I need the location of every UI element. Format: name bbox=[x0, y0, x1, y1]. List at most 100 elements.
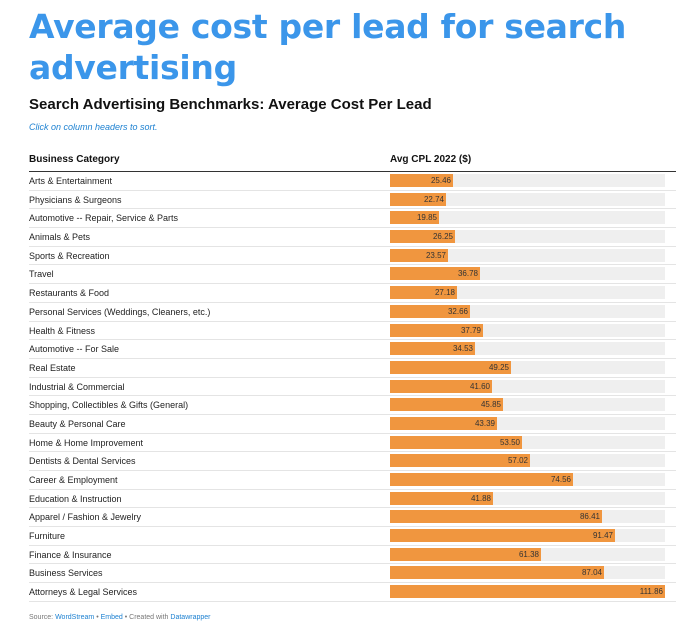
footer-source-label: Source: bbox=[29, 614, 54, 621]
table-row: Restaurants & Food 27.18 bbox=[29, 284, 676, 303]
table-row: Automotive -- Repair, Service & Parts 19.… bbox=[29, 209, 676, 229]
footer-tool-link[interactable]: Datawrapper bbox=[170, 614, 211, 621]
table-row: Attorneys & Legal Services 111.86 bbox=[29, 583, 676, 602]
category-label: Animals & Pets bbox=[29, 232, 91, 243]
value-bar bbox=[390, 416, 497, 430]
value-bar bbox=[390, 192, 446, 206]
category-label: Automotive -- Repair, Service & Parts bbox=[29, 213, 179, 224]
category-label: Home & Home Improvement bbox=[29, 437, 144, 448]
value-bar bbox=[390, 174, 453, 187]
bar-track: 74.56 bbox=[390, 473, 665, 486]
value-bar bbox=[390, 473, 573, 486]
value-label: 26.25 bbox=[432, 232, 453, 242]
category-label: Beauty & Personal Care bbox=[29, 418, 126, 429]
value-label: 41.60 bbox=[469, 381, 490, 391]
bar-track: 36.78 bbox=[390, 267, 665, 281]
value-bar bbox=[390, 360, 511, 374]
bar-track: 57.02 bbox=[390, 454, 665, 468]
value-bar bbox=[390, 547, 541, 561]
bar-track: 34.53 bbox=[390, 342, 665, 356]
value-bar bbox=[390, 304, 470, 318]
column-header-avg-cpl[interactable]: Avg CPL 2022 ($) bbox=[390, 154, 472, 165]
value-bar bbox=[390, 267, 480, 281]
table-row: Real Estate 49.25 bbox=[29, 359, 676, 378]
value-label: 87.04 bbox=[581, 568, 602, 578]
category-label: Arts & Entertainment bbox=[29, 176, 113, 186]
value-bar bbox=[390, 230, 455, 244]
value-bar bbox=[390, 435, 522, 449]
table-row: Business Services 87.04 bbox=[29, 564, 676, 584]
table-row: Education & Instruction 41.88 bbox=[29, 490, 676, 509]
category-label: Automotive -- For Sale bbox=[29, 344, 120, 355]
value-label: 57.02 bbox=[507, 456, 528, 466]
value-label: 49.25 bbox=[488, 362, 509, 372]
table-header: Business Category Avg CPL 2022 ($) bbox=[29, 154, 676, 172]
footer: Source: WordStream • Embed • Created wit… bbox=[29, 614, 210, 621]
value-label: 32.66 bbox=[447, 306, 468, 316]
table-row: Beauty & Personal Care 43.39 bbox=[29, 415, 676, 434]
category-label: Finance & Insurance bbox=[29, 549, 112, 560]
footer-separator: • bbox=[96, 614, 99, 621]
bar-track: 25.46 bbox=[390, 174, 665, 187]
value-bar bbox=[390, 529, 615, 543]
category-label: Education & Instruction bbox=[29, 493, 122, 504]
table-row: Automotive -- For Sale 34.53 bbox=[29, 340, 676, 359]
bar-track: 49.25 bbox=[390, 360, 665, 374]
bar-track: 45.85 bbox=[390, 398, 665, 412]
bar-track: 91.47 bbox=[390, 529, 665, 543]
footer-embed-link[interactable]: Embed bbox=[100, 614, 123, 621]
page-headline: Average cost per lead for search adverti… bbox=[29, 7, 627, 87]
footer-separator: • bbox=[124, 614, 128, 621]
value-label: 111.86 bbox=[639, 587, 663, 597]
table-row: Arts & Entertainment 25.46 bbox=[29, 172, 676, 191]
value-label: 41.88 bbox=[470, 493, 491, 503]
value-bar bbox=[390, 491, 493, 505]
value-label: 36.78 bbox=[457, 269, 478, 279]
bar-track: 53.50 bbox=[390, 435, 665, 449]
table-row: Finance & Insurance 61.38 bbox=[29, 546, 676, 565]
bar-track: 87.04 bbox=[390, 566, 665, 580]
bar-track: 41.88 bbox=[390, 491, 665, 505]
category-label: Dentists & Dental Services bbox=[29, 456, 136, 467]
category-label: Business Services bbox=[29, 568, 103, 579]
category-label: Restaurants & Food bbox=[29, 288, 110, 299]
category-label: Furniture bbox=[29, 531, 66, 542]
bar-track: 86.41 bbox=[390, 510, 665, 524]
column-header-category[interactable]: Business Category bbox=[29, 154, 120, 165]
table-row: Dentists & Dental Services 57.02 bbox=[29, 452, 676, 471]
category-label: Shopping, Collectibles & Gifts (General) bbox=[29, 400, 189, 411]
value-bar bbox=[390, 566, 604, 580]
value-bar bbox=[390, 585, 665, 599]
bar-track: 111.86 bbox=[390, 585, 665, 599]
table-row: Physicians & Surgeons 22.74 bbox=[29, 191, 676, 210]
table-row: Sports & Recreation 23.57 bbox=[29, 247, 676, 266]
value-label: 22.74 bbox=[423, 194, 444, 204]
chart-title: Search Advertising Benchmarks: Average C… bbox=[29, 96, 432, 113]
value-label: 25.46 bbox=[430, 176, 451, 185]
table-row: Industrial & Commercial 41.60 bbox=[29, 378, 676, 397]
bar-track: 41.60 bbox=[390, 379, 665, 393]
table-row: Career & Employment 74.56 bbox=[29, 471, 676, 490]
value-label: 45.85 bbox=[480, 400, 501, 410]
value-label: 23.57 bbox=[425, 250, 446, 260]
value-label: 74.56 bbox=[550, 475, 571, 484]
value-label: 61.38 bbox=[518, 549, 539, 559]
value-label: 34.53 bbox=[452, 344, 473, 354]
category-label: Travel bbox=[29, 269, 54, 280]
value-bar bbox=[390, 379, 492, 393]
bar-track: 32.66 bbox=[390, 304, 665, 318]
value-label: 37.79 bbox=[460, 325, 481, 335]
category-label: Industrial & Commercial bbox=[29, 381, 125, 392]
value-bar bbox=[390, 454, 530, 468]
value-bar bbox=[390, 286, 457, 300]
bar-track: 22.74 bbox=[390, 192, 665, 206]
value-bar bbox=[390, 342, 475, 356]
table-row: Animals & Pets 26.25 bbox=[29, 228, 676, 247]
value-label: 91.47 bbox=[592, 531, 613, 541]
value-bar bbox=[390, 510, 602, 524]
footer-source-link[interactable]: WordStream bbox=[55, 614, 95, 621]
category-label: Physicians & Surgeons bbox=[29, 194, 122, 205]
category-label: Health & Fitness bbox=[29, 325, 96, 336]
table-body: Arts & Entertainment 25.46 Physicians & Su… bbox=[29, 172, 676, 602]
bar-track: 61.38 bbox=[390, 547, 665, 561]
